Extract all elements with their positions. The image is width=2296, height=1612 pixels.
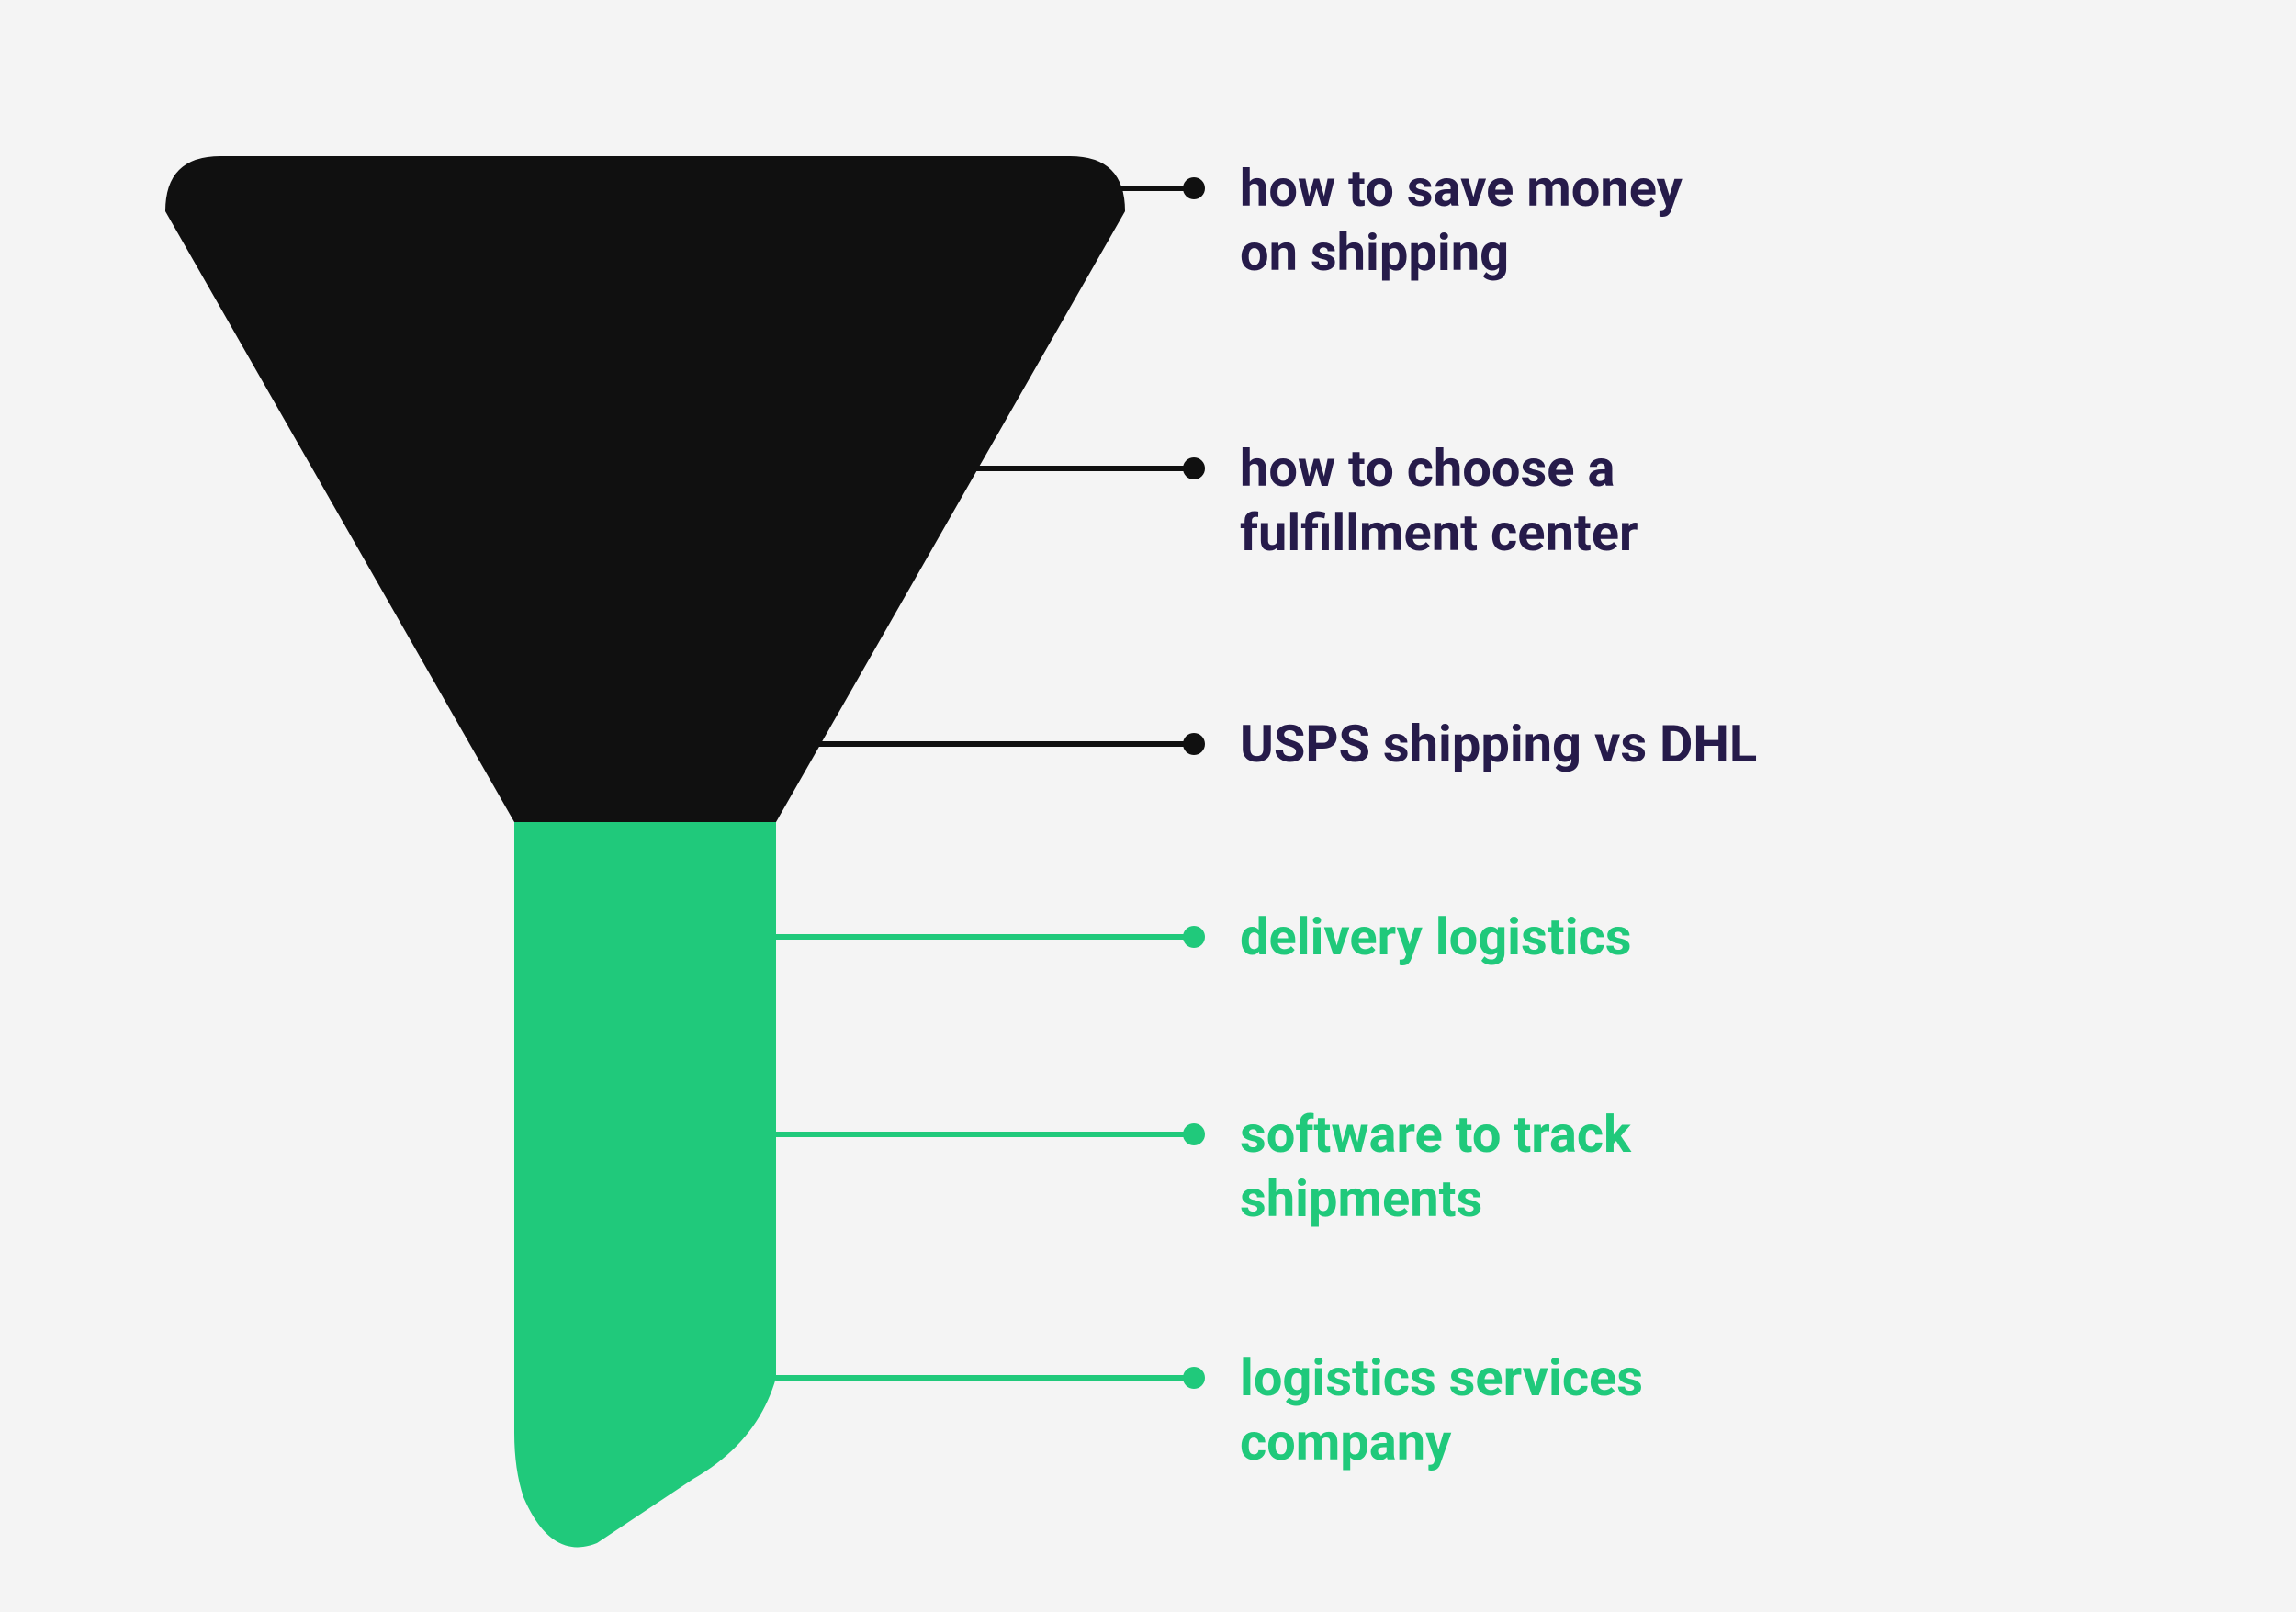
funnel-diagram: how to save money on shipping how to choo… xyxy=(0,0,2296,1612)
funnel-label: delivery logistics xyxy=(1240,905,1631,969)
funnel-label: USPS shipping vs DHL xyxy=(1240,712,1757,776)
funnel-label: how to save money on shipping xyxy=(1240,156,1683,285)
funnel-svg xyxy=(0,0,2296,1612)
funnel-label: logistics services company xyxy=(1240,1346,1643,1474)
funnel-label: software to track shipments xyxy=(1240,1102,1631,1231)
funnel-label: how to choose a fulfillment center xyxy=(1240,436,1638,565)
